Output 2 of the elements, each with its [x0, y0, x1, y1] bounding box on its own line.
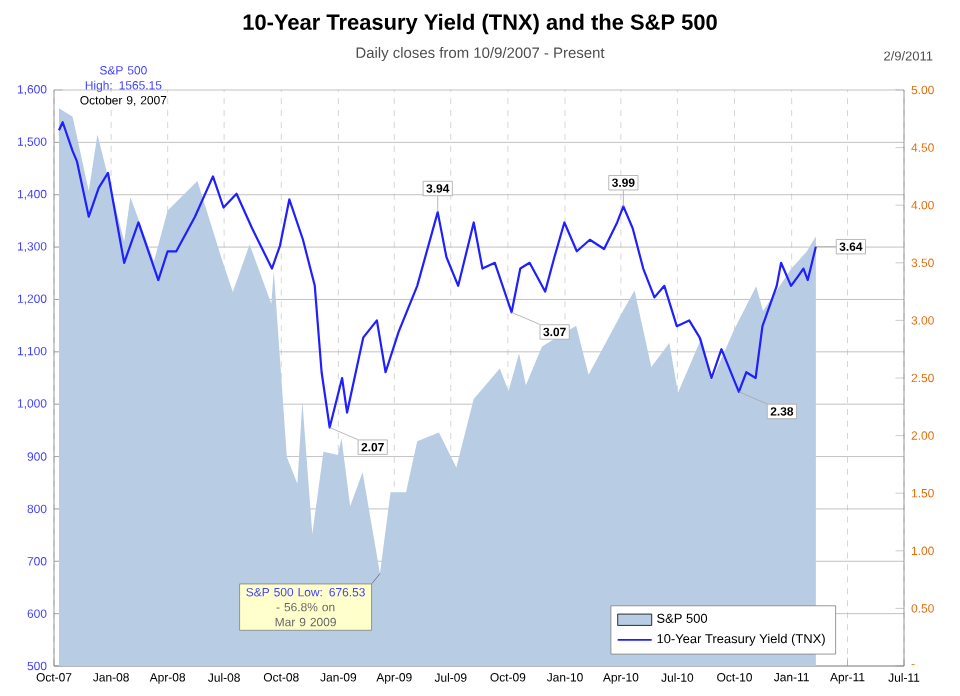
chart-title: 10-Year Treasury Yield (TNX) and the S&P 500	[243, 13, 717, 35]
line-series	[57, 121, 817, 429]
